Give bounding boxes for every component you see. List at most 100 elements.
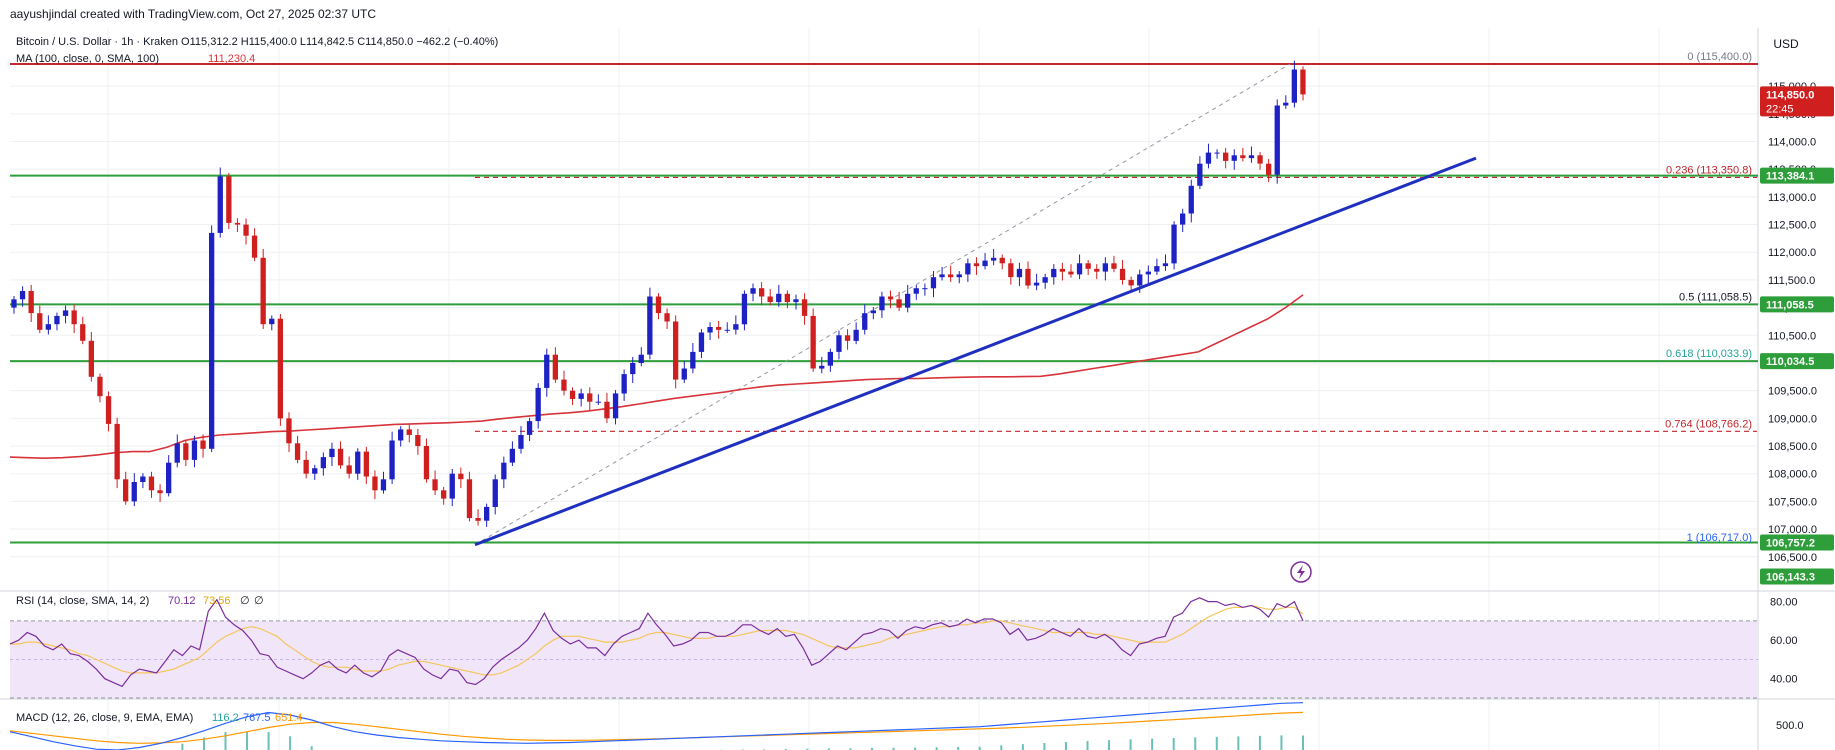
- candle-body: [105, 396, 112, 424]
- candle-body: [655, 296, 662, 314]
- candle-body: [733, 324, 739, 330]
- macd-hist-bar: [1043, 743, 1046, 750]
- macd-hist-bar: [871, 748, 873, 750]
- candle-body: [724, 329, 730, 331]
- candle-body: [1085, 263, 1091, 269]
- macd-hist-bar: [1064, 742, 1067, 750]
- candle-body: [913, 288, 919, 294]
- candle-body: [1300, 69, 1306, 95]
- macd-hist-bar: [224, 732, 227, 750]
- candle-body: [612, 393, 619, 419]
- candle-body: [200, 440, 206, 449]
- macd-hist-bar: [1194, 737, 1197, 750]
- price-tick-label: 109,000.0: [1768, 413, 1817, 425]
- candle-body: [389, 440, 395, 480]
- candle-body: [406, 429, 412, 435]
- candle-body: [191, 440, 198, 460]
- candle-body: [260, 257, 266, 325]
- candle-body: [973, 263, 980, 267]
- macd-hist-bar: [935, 747, 938, 750]
- rsi-extra: ∅: [254, 595, 264, 607]
- macd-hist-bar: [914, 747, 917, 750]
- macd-hist-bar: [289, 736, 292, 750]
- candle-body: [999, 257, 1005, 264]
- price-tag: [1760, 86, 1834, 117]
- candle-body: [569, 390, 576, 399]
- candle-body: [1291, 69, 1297, 103]
- candle-body: [1137, 274, 1143, 286]
- price-tag-text: 113,384.1: [1766, 171, 1814, 183]
- candle-body: [801, 299, 808, 316]
- candle-body: [544, 354, 550, 388]
- candle-body: [595, 401, 601, 403]
- candle-body: [71, 310, 77, 325]
- candle-body: [1119, 268, 1126, 280]
- candle-body: [552, 354, 558, 380]
- ma-100-line: [9, 294, 1304, 460]
- candle-body: [1197, 163, 1203, 186]
- candle-body: [621, 374, 627, 394]
- candle-body: [1145, 271, 1151, 275]
- candle-body: [62, 310, 69, 316]
- macd-tick-label: 500.0: [1776, 720, 1804, 732]
- candle-body: [870, 310, 876, 314]
- price-tick-label: 111,500.0: [1768, 275, 1815, 287]
- candle-body: [956, 274, 962, 278]
- price-tag-text: 110,034.5: [1766, 356, 1814, 368]
- bullish-trend-line[interactable]: [474, 156, 1477, 547]
- candle-body: [982, 260, 988, 267]
- candle-body: [294, 443, 301, 460]
- candle-body: [1016, 268, 1023, 278]
- price-tag-text: 114,850.0: [1766, 89, 1814, 101]
- candle-body: [1051, 268, 1057, 278]
- macd-hist-bar: [1000, 745, 1003, 750]
- candle-body: [209, 232, 215, 449]
- macd-hist-bar: [1172, 738, 1175, 750]
- candle-body: [475, 518, 481, 521]
- price-tag: [1760, 534, 1834, 551]
- candle-body: [1102, 263, 1108, 272]
- macd-hist-bar: [978, 746, 981, 750]
- candle-body: [707, 327, 713, 333]
- candle-body: [1231, 155, 1237, 161]
- candle-body: [363, 451, 369, 477]
- rsi-sma-line: [10, 604, 1304, 676]
- candle-body: [398, 429, 404, 441]
- candle-body: [1188, 185, 1194, 214]
- candle-body: [466, 479, 473, 519]
- candle-body: [492, 479, 498, 507]
- fib-level-label: 0.236 (113,350.8): [1666, 164, 1752, 176]
- candle-body: [604, 401, 610, 419]
- candle-body: [484, 506, 490, 521]
- candle-body: [501, 462, 507, 480]
- candle-body: [217, 176, 223, 233]
- candle-body: [166, 462, 172, 494]
- candle-body: [1223, 152, 1229, 161]
- macd-hist-bar: [202, 737, 205, 750]
- candle-body: [1154, 266, 1160, 272]
- fib-level-label: 0 (115,400.0): [1687, 51, 1752, 63]
- candle-body: [896, 299, 902, 308]
- fib-level-label: 0.5 (111,058.5): [1679, 291, 1752, 303]
- candle-body: [630, 363, 636, 375]
- candle-body: [97, 376, 103, 397]
- price-tick-label: 114,000.0: [1768, 137, 1816, 149]
- candle-body: [286, 418, 292, 444]
- candle-body: [131, 482, 137, 502]
- candle-body: [449, 473, 455, 499]
- candle-body: [312, 468, 318, 474]
- rsi-sma-value: 73.56: [203, 595, 231, 607]
- macd-hist-bar: [849, 748, 852, 750]
- fib-level-label: 0.764 (108,766.2): [1665, 418, 1752, 430]
- macd-hist-bar: [892, 747, 895, 750]
- candle-body: [698, 332, 705, 352]
- macd-value: 767.5: [243, 712, 271, 724]
- price-tick-label: 107,500.0: [1768, 496, 1817, 508]
- candle-body: [647, 296, 653, 355]
- candle-body: [948, 274, 954, 278]
- author-credit: aayushjindal created with TradingView.co…: [10, 7, 376, 21]
- macd-hist-bar: [827, 748, 830, 750]
- candle-body: [673, 321, 679, 380]
- candle-body: [759, 288, 765, 297]
